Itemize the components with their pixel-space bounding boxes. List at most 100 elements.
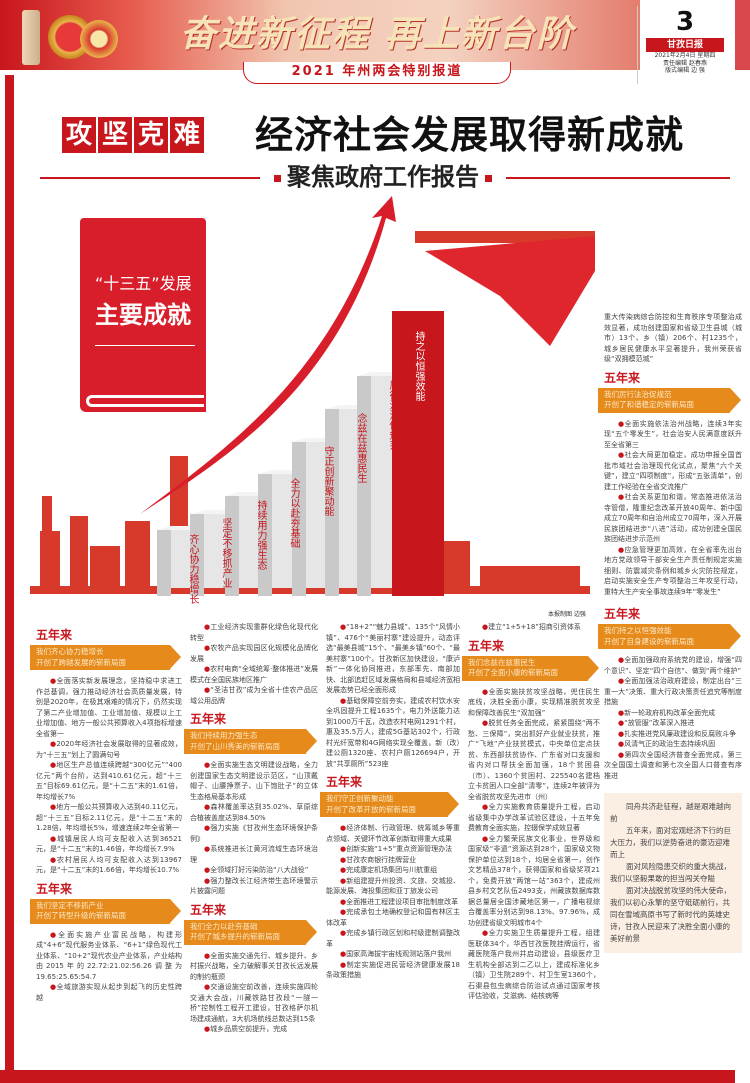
step-side [225, 496, 239, 596]
bullet-item: ●全面落实新发展理念，坚持稳中求进工作总基调，强力推动经济社会高质量发展，特别是… [36, 676, 182, 739]
bullet-text: 全面推进工程建设项目审批制度改革 [346, 897, 459, 906]
bullet-item: ●农村居民人均可支配收入达到13967元，是“十二五”末的1.66倍，年均增长1… [36, 855, 182, 876]
bullet-item: ●应急管理更加高效，在全省率先出台地方党政领导干部安全生产责任制规定实施细则、防… [604, 545, 742, 598]
section-banner-line: 我们全力以赴夯基础 [190, 921, 258, 931]
bullet-text: 农牧产品实现园区化规模化品牌化发展 [190, 644, 319, 663]
bullet-dot-icon: ● [340, 960, 347, 969]
page-title: 经济社会发展取得新成就 [255, 112, 685, 157]
bullet-text: 交通设施空前改善，连续实施四轮交通大会战，川藏铁路甘孜段“一隧一桥”控制性工程开… [190, 983, 319, 1023]
bullet-text: 全域旅游实现从起步到起飞的历史性跨越 [36, 983, 183, 1002]
quote-paragraph: 同舟共济赴征程，越是艰难越向前 [610, 802, 731, 823]
section-banner-line: 我们念兹在兹惠民生 [468, 657, 536, 667]
graphic-credit: 本报制图 边强 [548, 611, 586, 618]
bullet-dot-icon: ● [482, 834, 489, 843]
bullet-dot-icon: ● [204, 644, 211, 652]
bullet-item: ●社会大局更加稳定，成功申报全国首批市域社会治理现代化试点，聚焦“六个关键”，建… [604, 450, 742, 492]
bullet-item: ●制定实施促进民营经济健康发展18条政策措施 [326, 960, 460, 981]
bullet-dot-icon: ● [204, 845, 211, 853]
section-banner-line: 我们持续用力强生态 [190, 731, 258, 740]
bullet-text: 完成乡镇行政区划和村级建制调整改革 [326, 929, 461, 948]
bullet-dot-icon: ● [340, 623, 347, 631]
bullet-item: ●地区生产总值连续跨越“300亿元”“400亿元”两个台阶，达到410.61亿元… [36, 760, 182, 802]
bullet-item: ●完成康定机场集团与川航重组 [326, 865, 460, 876]
bullet-text: 全面实施产业富民战略，构建形成“4+6”现代服务业体系、“6+1”绿色现代工业体… [36, 930, 183, 981]
left-red-rule [5, 75, 14, 1075]
section-banner: 我们齐心协力稳增长 开创了跨越发展的崭新局面 [30, 645, 181, 670]
special-report-label: 2021 年州两会特别报道 [243, 62, 511, 84]
book-spine [86, 395, 204, 407]
bullet-dot-icon: ● [618, 656, 625, 664]
kicker-char: 坚 [98, 117, 132, 153]
step-label: 守正创新聚动能 [322, 446, 333, 516]
bullet-item: ●全力实施卫生质量提升工程，组建医联体34个，华西甘孜医院挂牌运行，省藏医院落户… [468, 928, 600, 1002]
bullet-item: ●全面加强法治政府建设，制定出台“三重一大”决策、重大行政决策责任追究等制度措施 [604, 676, 742, 708]
bullet-item: ●创新实施“1+5”重点资源管理办法 [326, 844, 460, 855]
kicker-char: 难 [170, 117, 204, 153]
bullet-item: ●农村电商“全域统筹·整体推进”发展模式在全国民族地区推广 [190, 664, 318, 685]
bullet-dot-icon: ● [340, 897, 347, 906]
quote-paragraph: 五年来，面对宏观经济下行的巨大压力，我们以逆势奋进的豪迈迎难而上 [610, 826, 731, 859]
cppcc-emblem-icon [80, 20, 118, 58]
bullet-text: 新组建提升州投资、文旅、交城投、能源发展、海投集团和亚丁旅发公司 [326, 876, 461, 896]
step-label: 持续用力强生态 [255, 500, 266, 570]
masthead-banner-edge [735, 0, 750, 70]
bullet-text: 扎实推进党风廉政建设和反腐败斗争 [624, 729, 737, 738]
bullet-text: 全力实施卫生质量提升工程，组建医联体34个，华西甘孜医院挂牌运行，省藏医院落户我… [468, 929, 601, 1000]
bullet-text: 全面实施生态文明建设战略，全力创建国家生态文明建设示范区，“山顶戴帽子、山腰挣票… [190, 761, 319, 801]
bullet-text: 基础保障空前夯实，建成农村饮水安全巩固提升工程1635个，电力外送能力达到100… [326, 696, 461, 768]
quote-paragraph: 面对风险隐患交织的重大挑战，我们以坚毅果敢的担当闯关夺隘 [610, 862, 731, 883]
masthead-slogan: 奋进新征程 再上新台阶 [180, 14, 575, 55]
bullet-dot-icon: ● [618, 708, 625, 717]
bullet-dot-icon: ● [204, 665, 211, 673]
bullet-text: 全力实施教育质量提升工程，启动省级集中办学改革试验区建设，十五年免费教育全面实施… [468, 803, 601, 832]
section-banner-line: 我们厉行法治促规范 [604, 389, 672, 399]
step-side [190, 514, 204, 596]
bottom-red-rule [0, 1070, 735, 1083]
section-heading: 五年来 [36, 628, 73, 642]
bullet-text: 甘孜农商银行挂牌营业 [346, 855, 417, 864]
bullet-dot-icon: ● [50, 855, 58, 864]
bullet-dot-icon: ● [50, 834, 58, 843]
bullet-text: 创新实施“1+5”重点资源管理办法 [346, 845, 453, 853]
bullet-text: 社会关系更加和谐，常态推进依法治寺管僧，隆重纪念改革开放40周年、新中国成立70… [604, 493, 743, 543]
bullet-dot-icon: ● [618, 493, 625, 501]
bullet-text: “18+2”“魅力县城”、135个“风情小镇”、476个“美丽村寨”建设提升，动… [326, 623, 460, 694]
bullet-dot-icon: ● [50, 930, 59, 939]
bullet-item: ●全面实施扶贫攻坚战略，兜住民生底线，决胜全面小康，实现精准脱贫攻坚和保障改善民… [468, 687, 600, 719]
bullet-text: 全面实施扶贫攻坚战略，兜住民生底线，决胜全面小康，实现精准脱贫攻坚和保障改善民生… [468, 687, 601, 717]
column-3: ●“18+2”“魅力县城”、135个“风情小镇”、476个“美丽村寨”建设提升，… [320, 622, 461, 981]
bullet-item: ●强力整改长江经济带生态环境警示片披露问题 [190, 876, 318, 897]
bullet-text: 工业经济实现重群化绿色化现代化转型 [190, 623, 319, 642]
bullet-dot-icon: ● [204, 761, 211, 769]
section-banner: 我们全力以赴夯基础 开创了城乡提升的崭新局面 [184, 919, 317, 945]
bullet-item: ●完成承包土地确权登记和国有林区主体改革 [326, 907, 460, 928]
column-right-top: 重大传染病综合防控和生育秩序专项整治成效显著，成功创建国家和省级卫生县城（城市）… [598, 312, 743, 598]
bullet-item: ●全面实施依法治州战略，连续3年实现“五个零发生”，社会治安人民满意度跃升至全省… [604, 419, 742, 451]
bullet-text: 全面加强法治政府建设，制定出台“三重一大”决策、重大行政决策责任追究等制度措施 [604, 677, 742, 706]
bullet-dot-icon: ● [204, 686, 211, 694]
section-heading: 五年来 [190, 712, 227, 726]
right-column: 重大传染病综合防控和生育秩序专项整治成效显著，成功创建国家和省级卫生县城（城市）… [598, 312, 743, 1067]
section-banner: 我们坚定不移抓产业 开创了转型升级的崭新局面 [30, 898, 181, 924]
bullet-text: 地方一般公共预算收入达到40.11亿元，超“十三五”目标2.11亿元，是“十二五… [36, 803, 183, 832]
bullet-item: ●全面实施产业富民战略，构建形成“4+6”现代服务业体系、“6+1”绿色现代工业… [36, 930, 182, 983]
bullet-text: 完成康定机场集团与川航重组 [346, 866, 438, 874]
bullet-dot-icon: ● [618, 740, 625, 748]
step-label: 坚定不移抓产业 [220, 518, 231, 588]
column-5: 五年来 我们持之以恒强效能 开创了自身建设的崭新局面 ●全面加强政府系统党的建设，增强… [598, 601, 742, 781]
bullet-text: 全面落实新发展理念，坚持稳中求进工作总基调，强力推动经济社会高质量发展，特别是2… [36, 677, 183, 738]
section-heading: 五年来 [468, 638, 505, 653]
bullet-text: “放管服”改革深入推进 [624, 719, 695, 727]
bullet-item: ●脱贫任务全面完成，紧紧围绕“两不愁、三保障”，突出抓好产业就业扶贫，推广“飞地… [468, 718, 600, 802]
section-banner-line: 开创了自身建设的崭新局面 [604, 636, 694, 646]
bullet-item: ●全域旅游实现从起步到起飞的历史性跨越 [36, 982, 182, 1003]
bullet-text: 强力整改长江经济带生态环境警示片披露问题 [190, 876, 319, 896]
bullet-text: 地区生产总值连续跨越“300亿元”“400亿元”两个台阶，达到410.61亿元，… [36, 761, 182, 801]
bullet-text: 2020年经济社会发展取得的显著成效，为“十三五”划上了圆满句号 [36, 740, 182, 759]
section-banner: 我们厉行法治促规范 开创了和谐稳定的崭新局面 [598, 387, 741, 413]
bullet-dot-icon: ● [482, 623, 489, 631]
infographic [30, 196, 595, 596]
bullet-text: 全面实施依法治州战略，连续3年实现“五个零发生”，社会治安人民满意度跃升至全省第… [604, 419, 742, 449]
bullet-dot-icon: ● [618, 719, 625, 727]
paper-logo: 甘孜日报 [646, 38, 724, 52]
